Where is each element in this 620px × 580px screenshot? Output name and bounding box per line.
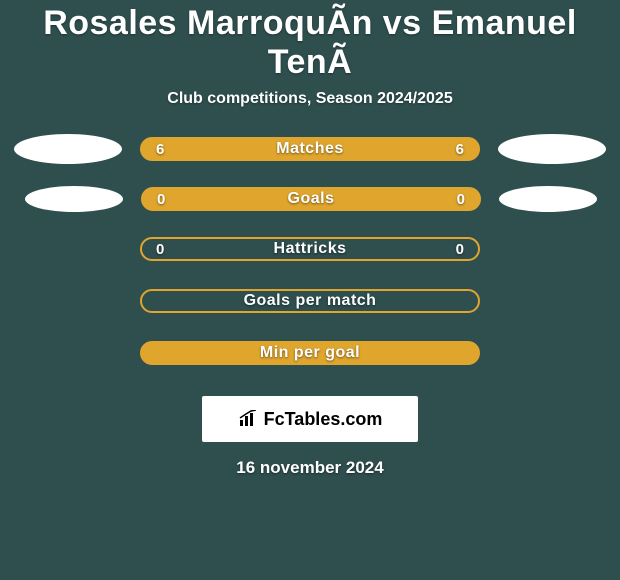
stat-row: Goals per match <box>0 286 620 316</box>
stat-label: Goals <box>288 190 335 208</box>
stat-row: 0 Hattricks 0 <box>0 234 620 264</box>
stat-bar-goalspermatch: Goals per match <box>140 289 480 313</box>
stat-bar-matches: 6 Matches 6 <box>140 137 480 161</box>
stat-label: Matches <box>276 140 344 158</box>
comparison-infographic: Rosales MarroquÃ­n vs Emanuel TenÃ Club … <box>0 0 620 478</box>
stat-left-value: 0 <box>156 241 164 258</box>
stat-label: Goals per match <box>244 292 377 310</box>
player-right-marker <box>499 186 597 212</box>
stat-bar-goals: 0 Goals 0 <box>141 187 481 211</box>
page-subtitle: Club competitions, Season 2024/2025 <box>167 90 452 108</box>
stat-left-value: 0 <box>157 191 165 208</box>
stat-row: Min per goal <box>0 338 620 368</box>
stat-label: Min per goal <box>260 344 360 362</box>
player-left-marker <box>14 134 122 164</box>
page-title: Rosales MarroquÃ­n vs Emanuel TenÃ <box>0 4 620 82</box>
player-right-marker <box>498 134 606 164</box>
stat-bar-minpergoal: Min per goal <box>140 341 480 365</box>
stat-right-value: 0 <box>456 241 464 258</box>
logo-label: FcTables.com <box>264 409 383 430</box>
barchart-icon <box>238 410 260 428</box>
stat-row: 6 Matches 6 <box>0 134 620 164</box>
stat-bar-hattricks: 0 Hattricks 0 <box>140 237 480 261</box>
stat-right-value: 6 <box>456 141 464 158</box>
player-left-marker <box>25 186 123 212</box>
date-label: 16 november 2024 <box>236 458 383 478</box>
stat-right-value: 0 <box>457 191 465 208</box>
stat-left-value: 6 <box>156 141 164 158</box>
stat-row: 0 Goals 0 <box>0 186 620 212</box>
source-logo: FcTables.com <box>202 396 418 442</box>
logo-text: FcTables.com <box>238 409 383 430</box>
stat-label: Hattricks <box>274 240 347 258</box>
